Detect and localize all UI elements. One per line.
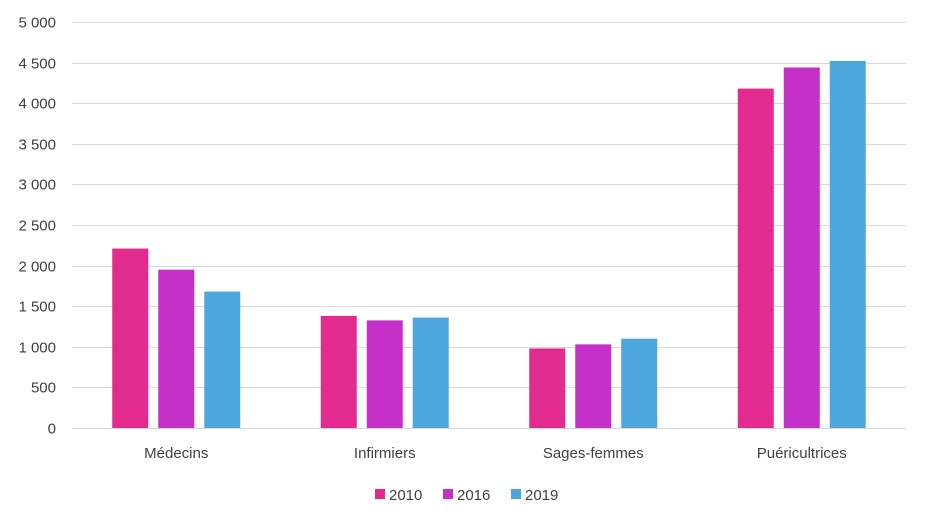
y-axis-tick-labels: 0 500 1 000 1 500 2 000 2 500 3 000 3 500 4 000 4… [18,15,56,438]
x-category-label: Sages-femmes [543,445,644,462]
y-tick-label: 5 000 [18,15,56,32]
bar-pu-ricultrices-2019 [829,60,866,428]
x-category-label: Infirmiers [354,445,416,462]
bar-m-decins-2010 [112,248,149,428]
x-category-label: Médecins [144,445,208,462]
y-tick-label: 3 500 [18,137,56,154]
legend-label: 2016 [457,487,490,504]
y-tick-label: 1 000 [18,340,56,357]
bar-infirmiers-2010 [320,315,357,428]
y-tick-label: 0 [48,421,56,438]
y-tick-label: 4 500 [18,56,56,73]
bars [112,60,866,429]
y-tick-label: 2 000 [18,259,56,276]
legend: 2010 2016 2019 [375,487,558,504]
bar-infirmiers-2019 [412,317,449,428]
y-tick-label: 2 500 [18,218,56,235]
bar-pu-ricultrices-2016 [783,67,820,429]
legend-label: 2019 [525,487,558,504]
bar-sages-femmes-2010 [529,348,566,428]
x-axis-category-labels: Médecins Infirmiers Sages-femmes Puéricultr… [144,445,847,462]
bar-infirmiers-2016 [366,320,403,428]
y-tick-label: 1 500 [18,299,56,316]
y-tick-label: 500 [31,380,56,397]
legend-label: 2010 [389,487,422,504]
gridlines [72,22,906,388]
bar-sages-femmes-2016 [575,344,612,428]
legend-swatch [443,489,453,499]
y-tick-label: 4 000 [18,96,56,113]
bar-m-decins-2016 [158,269,195,428]
bar-m-decins-2019 [204,291,241,428]
legend-swatch [511,489,521,499]
bar-sages-femmes-2019 [621,338,658,428]
legend-swatch [375,489,385,499]
y-tick-label: 3 000 [18,177,56,194]
x-category-label: Puéricultrices [757,445,847,462]
bar-pu-ricultrices-2010 [737,88,774,429]
